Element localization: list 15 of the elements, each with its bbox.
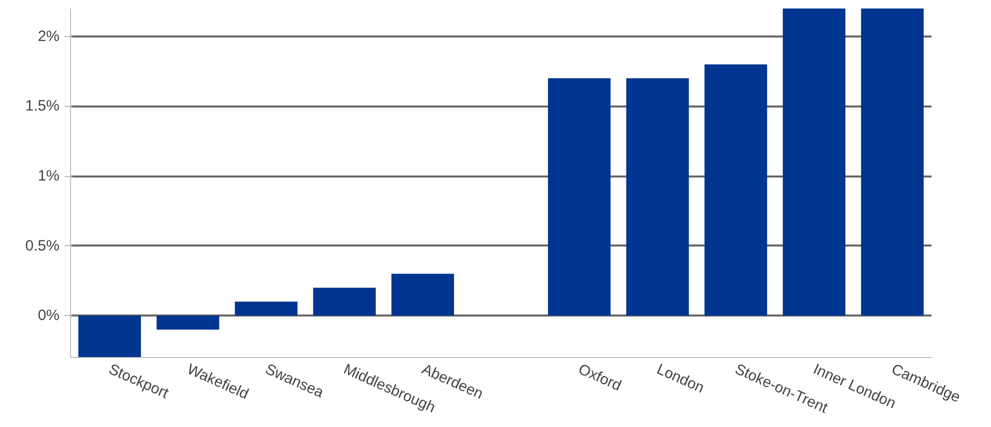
bar bbox=[234, 302, 298, 316]
bar bbox=[782, 8, 846, 316]
bar bbox=[626, 78, 689, 316]
y-tick-label: 1.5% bbox=[25, 98, 60, 115]
bar bbox=[78, 316, 141, 358]
y-tick-label: 0.5% bbox=[25, 237, 60, 254]
y-tick-label: 0% bbox=[38, 307, 60, 324]
bar bbox=[156, 316, 220, 330]
y-tick-label: 2% bbox=[38, 28, 60, 45]
bar bbox=[391, 274, 454, 316]
bar bbox=[548, 78, 611, 316]
bar bbox=[861, 8, 924, 316]
bar bbox=[704, 64, 768, 316]
bar bbox=[313, 288, 376, 316]
y-tick-label: 1% bbox=[38, 168, 60, 185]
